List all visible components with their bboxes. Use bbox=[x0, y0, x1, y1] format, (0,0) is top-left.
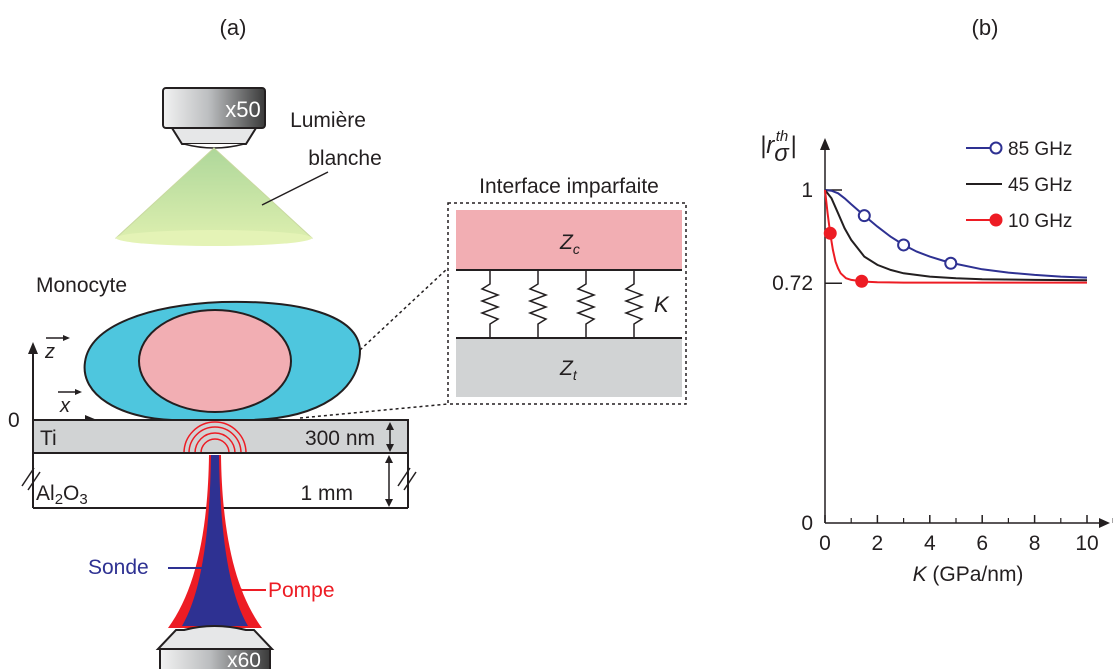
x-tick-label: 2 bbox=[872, 532, 884, 555]
springs bbox=[479, 270, 645, 338]
acoustic-wave-icon bbox=[183, 421, 247, 454]
objective-x50: x50 bbox=[162, 87, 266, 149]
break-mark-right bbox=[397, 467, 417, 491]
chart-legend: 85 GHz 45 GHz 10 GHz bbox=[966, 139, 1072, 232]
inset-title: Interface imparfaite bbox=[479, 175, 659, 198]
ti-block bbox=[456, 339, 682, 397]
y-axis-arrow bbox=[820, 138, 830, 150]
chart-lines bbox=[824, 189, 1088, 284]
objective-x60-label: x60 bbox=[227, 649, 261, 669]
x-tick-label: 6 bbox=[976, 532, 988, 555]
data-point-10-ghz bbox=[855, 274, 869, 288]
laser-beams bbox=[168, 455, 262, 628]
y-tick-label: 0.72 bbox=[772, 272, 813, 295]
chart-markers bbox=[823, 209, 958, 288]
substrate-thickness: 1 mm bbox=[301, 482, 354, 505]
panel-a-label: (a) bbox=[220, 15, 247, 40]
objective-x60: x60 bbox=[155, 625, 275, 669]
light-label-1: Lumière bbox=[290, 109, 366, 132]
svg-text:|rσth|: |rσth| bbox=[760, 128, 796, 167]
ti-thickness: 300 nm bbox=[305, 427, 375, 450]
y-tick-label: 0 bbox=[801, 512, 813, 535]
legend-label: 85 GHz bbox=[1008, 139, 1072, 160]
cell-label: Monocyte bbox=[36, 274, 127, 297]
substrate-thickness-arrow bbox=[385, 455, 393, 507]
x-axis-title: K (GPa/nm) bbox=[913, 563, 1024, 586]
x-tick-label: 4 bbox=[924, 532, 936, 555]
probe-label: Sonde bbox=[88, 556, 149, 579]
x-axis-arrow bbox=[1099, 518, 1110, 528]
substrate-label: Al2O3 bbox=[36, 482, 88, 508]
data-point-85-ghz bbox=[897, 238, 911, 252]
light-leader-line bbox=[261, 171, 329, 206]
data-point-85-ghz bbox=[944, 256, 958, 270]
legend-label: 45 GHz bbox=[1008, 175, 1072, 196]
y-axis-title: |rσth| bbox=[760, 128, 796, 167]
inset-leader-bottom bbox=[299, 403, 449, 419]
cell-medium-block bbox=[456, 210, 682, 270]
light-cone bbox=[114, 147, 314, 246]
ti-thickness-arrow bbox=[386, 422, 394, 452]
light-label-2: blanche bbox=[308, 147, 382, 170]
zt-label: Zt bbox=[559, 357, 578, 383]
chart-axes bbox=[820, 138, 1110, 528]
axis-x-label: x bbox=[59, 395, 71, 417]
monocyte-cell bbox=[83, 300, 362, 421]
chart-ticks: 0 2 4 6 8 10 0 0.72 1 bbox=[772, 179, 1113, 555]
inset-box bbox=[447, 202, 687, 405]
zc-label: Zc bbox=[559, 231, 580, 257]
panel-b: (b) |rσth| K (GPa/nm) 0 2 4 6 8 10 0 0.72 1 85 G… bbox=[760, 15, 1113, 586]
pump-label: Pompe bbox=[268, 579, 335, 602]
series-line-45-ghz bbox=[824, 189, 1088, 282]
cell-nucleus bbox=[138, 309, 292, 413]
y-tick-label: 1 bbox=[801, 179, 813, 202]
inset-leader-top bbox=[359, 267, 449, 351]
legend-marker bbox=[989, 141, 1003, 155]
series-line-10-ghz bbox=[824, 189, 1087, 284]
axis-z-label: z bbox=[44, 341, 55, 363]
panel-b-label: (b) bbox=[972, 15, 999, 40]
x-tick-label: 8 bbox=[1029, 532, 1041, 555]
x-tick-label: 0 bbox=[819, 532, 831, 555]
break-mark-left bbox=[21, 467, 41, 491]
ti-label: Ti bbox=[40, 427, 57, 450]
data-point-10-ghz bbox=[823, 226, 837, 240]
legend-marker bbox=[989, 213, 1003, 227]
ti-layer bbox=[32, 419, 409, 454]
legend-label: 10 GHz bbox=[1008, 211, 1072, 232]
data-point-85-ghz bbox=[857, 209, 871, 223]
origin-label: 0 bbox=[8, 409, 20, 432]
pump-leader bbox=[237, 587, 266, 591]
spring-k-label: K bbox=[654, 292, 670, 317]
objective-x50-label: x50 bbox=[225, 97, 260, 122]
panel-a: (a) x50 Lumière blanche Monocyte bbox=[8, 15, 687, 669]
x-tick-label: 10 bbox=[1075, 532, 1098, 555]
